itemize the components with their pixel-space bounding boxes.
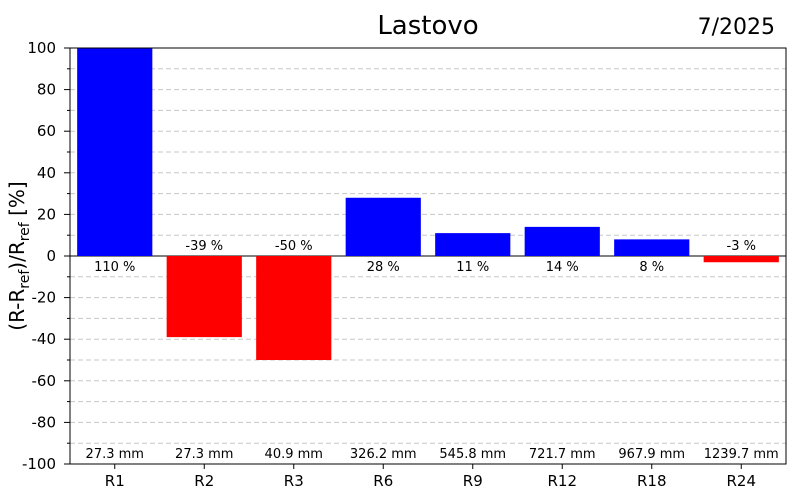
y-tick-label: -60 <box>32 372 57 390</box>
x-tick-label: R3 <box>284 472 304 490</box>
precip-label: 27.3 mm <box>86 447 144 462</box>
value-label: -3 % <box>727 239 756 254</box>
precip-label: 545.8 mm <box>439 447 506 462</box>
bar-R9 <box>435 233 511 256</box>
precip-label: 326.2 mm <box>350 447 417 462</box>
bars <box>77 48 779 360</box>
bar-R6 <box>345 197 421 256</box>
y-axis-label: (R-Rref)/Rref [%] <box>5 181 33 330</box>
bar-R18 <box>614 239 690 256</box>
x-tick-label: R2 <box>194 472 214 490</box>
value-label: 14 % <box>546 260 579 275</box>
y-tick-label: -100 <box>22 455 56 473</box>
x-tick-label: R12 <box>547 472 577 490</box>
precip-label: 967.9 mm <box>618 447 685 462</box>
y-tick-label: 80 <box>37 81 56 99</box>
precip-label: 721.7 mm <box>529 447 596 462</box>
value-label: 28 % <box>367 260 400 275</box>
value-label: -39 % <box>185 239 223 254</box>
x-tick-label: R18 <box>637 472 667 490</box>
plot-frame <box>69 47 787 465</box>
x-tick-label: R6 <box>373 472 393 490</box>
y-tick-label: 60 <box>37 122 56 140</box>
bar-R24 <box>703 256 779 263</box>
bar-R3 <box>256 256 332 360</box>
precip-label: 1239.7 mm <box>704 447 779 462</box>
bar-labels: 110 % 27.3 mm R1 -39 % 27.3 mm R2 -50 % 40.9 mm… <box>86 239 779 490</box>
y-ticks: 100 80 60 40 20 0 -20 -40 -60 -80 -100 <box>22 39 70 473</box>
y-tick-label: 0 <box>46 247 56 265</box>
precip-label: 27.3 mm <box>175 447 233 462</box>
value-label: 11 % <box>456 260 489 275</box>
value-label: 110 % <box>94 260 135 275</box>
x-tick-label: R1 <box>105 472 125 490</box>
chart-date: 7/2025 <box>698 15 775 40</box>
grid-lines <box>70 68 786 444</box>
chart-title: Lastovo <box>377 11 478 41</box>
y-tick-label: 40 <box>37 164 56 182</box>
y-tick-label: -20 <box>32 289 57 307</box>
precip-label: 40.9 mm <box>265 447 323 462</box>
y-tick-label: -40 <box>32 330 57 348</box>
x-tick-label: R9 <box>463 472 483 490</box>
x-tick-label: R24 <box>726 472 756 490</box>
bar-R2 <box>166 256 242 338</box>
y-tick-label: 100 <box>27 39 56 57</box>
value-label: 8 % <box>639 260 664 275</box>
value-label: -50 % <box>275 239 313 254</box>
y-tick-label: -80 <box>32 413 57 431</box>
y-tick-label: 20 <box>37 205 56 223</box>
bar-R12 <box>524 226 600 256</box>
bar-R1 <box>77 48 153 256</box>
